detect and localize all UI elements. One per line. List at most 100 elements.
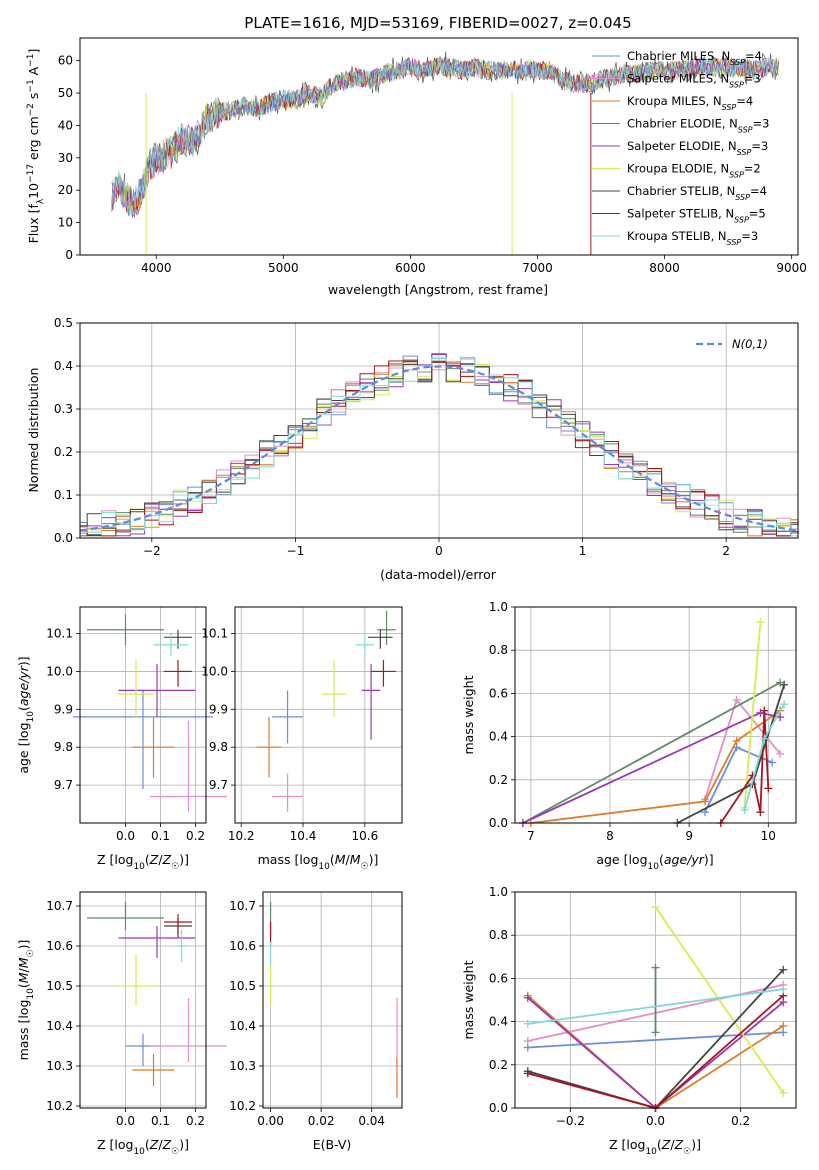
weight-line-kroupa-stelib [527, 988, 784, 1025]
plots-layer: 4000 5000 6000 7000 8000 90000102030405060wav… [16, 37, 807, 1157]
y-axis-label: Flux [fλ10−17 erg cm−2 s−1 A−1] [26, 49, 46, 244]
y-tick-label: 1.0 [489, 600, 508, 614]
legend-label: Salpeter MILES, NSSP=3 [627, 72, 761, 90]
y-tick-label: 40 [58, 118, 73, 132]
axes-frame [262, 891, 403, 1109]
y-tick-label: 9.8 [54, 740, 73, 754]
y-tick-label: 10.1 [46, 627, 73, 641]
x-tick-label: 10.4 [290, 829, 317, 843]
y-tick-label: 0.2 [489, 773, 508, 787]
x-tick-label: 0.1 [151, 1114, 170, 1128]
y-tick-label: 0.5 [54, 316, 73, 330]
x-tick-label: −2 [143, 544, 161, 558]
legend-label: Chabrier ELODIE, NSSP=3 [627, 117, 769, 135]
x-tick-label: −0.2 [556, 1114, 585, 1128]
axes-frame [514, 606, 797, 824]
figure-title: PLATE=1616, MJD=53169, FIBERID=0027, z=0… [244, 14, 631, 32]
y-tick-label: 9.9 [209, 702, 228, 716]
axes-age-vs-Z: 0.0 0.1 0.2 9.7 9.8 9.9 10.0 10.1 age [log10(age… [16, 606, 227, 872]
axes-weight-vs-age: 7 8 9 10 0.0 0.2 0.4 0.6 0.8 1.0 mass weight age [l… [461, 600, 797, 872]
x-tick-label: 9000 [776, 261, 807, 275]
y-axis-label: mass weight [461, 960, 476, 1039]
x-tick-label: 4000 [141, 261, 172, 275]
x-tick-label: 5000 [268, 261, 299, 275]
x-tick-label: 8000 [649, 261, 680, 275]
y-tick-label: 9.7 [54, 778, 73, 792]
x-tick-label: 0.2 [186, 829, 205, 843]
x-tick-label: 8 [606, 829, 614, 843]
x-tick-label: 0.04 [358, 1114, 385, 1128]
axes-mass-vs-ebv: 0.00 0.02 0.04 10.2 10.3 10.4 10.5 10.6 10.7 E(B-… [229, 891, 403, 1152]
weight-line-kroupa-elodie [654, 906, 784, 1094]
y-axis-label: age [log10(age/yr)] [16, 656, 36, 773]
y-tick-label: 0.0 [489, 1101, 508, 1115]
x-tick-label: 0.1 [151, 829, 170, 843]
y-tick-label: 0.8 [489, 928, 508, 942]
y-tick-label: 10.0 [46, 664, 73, 678]
x-axis-label: E(B-V) [313, 1137, 352, 1152]
x-tick-label: 7 [527, 829, 535, 843]
y-tick-label: 0.0 [489, 816, 508, 830]
histogram-kroupa-stelib [80, 356, 798, 537]
x-tick-label: 10.2 [228, 829, 255, 843]
axes-frame [514, 891, 797, 1109]
y-tick-label: 60 [58, 54, 73, 68]
axes-age-vs-mass: 10.2 10.4 10.6 9.7 9.8 9.9 10.0 10.1 mass [log10… [201, 606, 403, 872]
legend-label: Kroupa STELIB, NSSP=3 [627, 229, 758, 247]
x-tick-label: −1 [287, 544, 305, 558]
weight-line-chabrier-elodie [522, 681, 781, 824]
legend-label: Salpeter STELIB, NSSP=5 [627, 207, 766, 225]
axes-frame [79, 322, 799, 539]
histogram-salpeter-miles [80, 358, 798, 537]
axes-frame [234, 606, 403, 824]
y-tick-label: 0.6 [489, 971, 508, 985]
y-tick-label: 10.5 [46, 979, 73, 993]
axes-weight-vs-Z: −0.2 0.0 0.2 0.0 0.2 0.4 0.6 0.8 1.0 mass weight Z… [461, 885, 797, 1157]
y-tick-label: 0.4 [489, 730, 508, 744]
y-tick-label: 0.3 [54, 402, 73, 416]
weight-line-kroupa-miles [530, 709, 781, 824]
x-tick-label: 0.0 [646, 1114, 665, 1128]
x-axis-label: Z [log10(Z/Z☉)] [97, 852, 189, 872]
x-tick-label: 7000 [522, 261, 553, 275]
y-axis-label: mass [log10(M/M☉)] [16, 940, 36, 1061]
y-tick-label: 9.9 [54, 702, 73, 716]
legend-label: Salpeter ELODIE, NSSP=3 [627, 139, 768, 157]
gaussian-curve [79, 365, 799, 532]
histogram-kroupa-elodie [80, 357, 798, 537]
spectrum-line-kroupa-stelib [111, 57, 779, 216]
weight-line-chabrier-miles [527, 1031, 784, 1049]
x-tick-label: 0.2 [731, 1114, 750, 1128]
y-tick-label: 0.4 [54, 359, 73, 373]
y-axis-label: mass weight [461, 675, 476, 754]
weight-line-kroupa-elodie [743, 622, 762, 808]
y-tick-label: 9.7 [209, 778, 228, 792]
y-tick-label: 0.1 [54, 488, 73, 502]
x-tick-label: 2 [722, 544, 730, 558]
axes-frame [79, 606, 207, 824]
y-tick-label: 10.7 [229, 899, 256, 913]
legend-label: Kroupa MILES, NSSP=4 [627, 94, 753, 112]
y-tick-label: 10.3 [46, 1059, 73, 1073]
x-tick-label: 0.2 [186, 1114, 205, 1128]
y-tick-label: 0.2 [489, 1058, 508, 1072]
legend-label: N(0,1) [732, 337, 768, 351]
x-tick-label: 0 [435, 544, 443, 558]
y-tick-label: 0.4 [489, 1015, 508, 1029]
x-tick-label: 6000 [395, 261, 426, 275]
y-tick-label: 50 [58, 86, 73, 100]
x-tick-label: 1 [579, 544, 587, 558]
axes-mass-vs-Z: 0.0 0.1 0.2 10.2 10.3 10.4 10.5 10.6 10.7 mass [l… [16, 891, 227, 1157]
y-tick-label: 10.2 [46, 1099, 73, 1113]
x-tick-label: 0.0 [116, 1114, 135, 1128]
x-tick-label: 0.0 [116, 829, 135, 843]
x-tick-label: 10 [761, 829, 776, 843]
y-tick-label: 10.4 [229, 1019, 256, 1033]
histogram-chabrier-elodie [80, 353, 798, 537]
weight-line-salpeter-elodie [522, 711, 781, 824]
y-tick-label: 10.6 [229, 939, 256, 953]
y-tick-label: 1.0 [489, 885, 508, 899]
axes-frame [79, 37, 799, 256]
x-tick-label: 0.02 [308, 1114, 335, 1128]
